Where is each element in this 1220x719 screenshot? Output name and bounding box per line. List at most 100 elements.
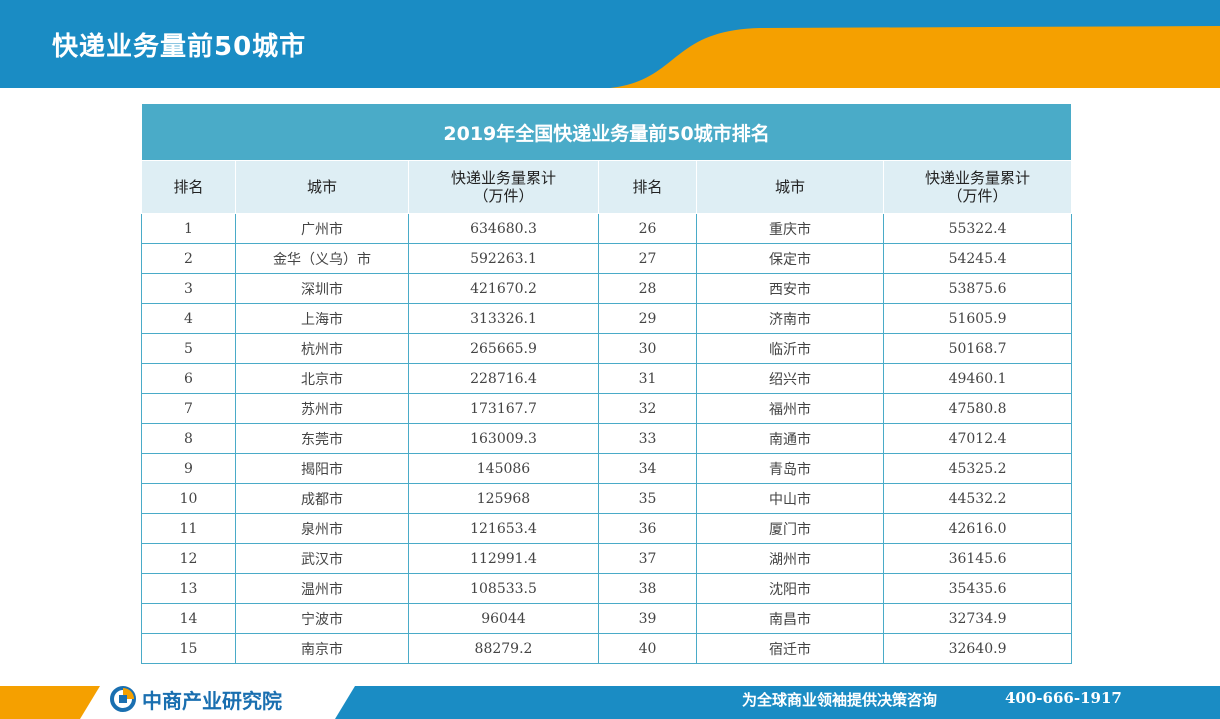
volume-cell: 49460.1 [882,363,1073,394]
city-cell: 厦门市 [696,513,884,544]
rank-cell: 10 [141,483,236,514]
city-cell: 宁波市 [235,603,409,634]
company-logo: 中商产业研究院 [110,686,282,713]
volume-cell: 45325.2 [882,453,1073,484]
rank-cell: 8 [141,423,236,454]
table-row: 4 上海市 313326.1 29 济南市 51605.9 [141,303,1073,334]
city-cell: 沈阳市 [696,573,884,604]
city-cell: 湖州市 [696,543,884,574]
volume-cell: 51605.9 [882,303,1073,334]
volume-cell: 265665.9 [408,333,599,364]
volume-cell: 55322.4 [882,213,1073,244]
city-cell: 保定市 [696,243,884,274]
table-row: 15 南京市 88279.2 40 宿迁市 32640.9 [141,633,1073,664]
footer-phone: 400-666-1917 [1005,689,1122,707]
rank-cell: 29 [598,303,697,334]
rank-cell: 27 [598,243,697,274]
rank-cell: 12 [141,543,236,574]
city-cell: 南京市 [235,633,409,664]
header-rank-left: 排名 [141,160,236,214]
volume-cell: 112991.4 [408,543,599,574]
table-row: 12 武汉市 112991.4 37 湖州市 36145.6 [141,543,1073,574]
city-cell: 杭州市 [235,333,409,364]
volume-cell: 32640.9 [882,633,1073,664]
table-row: 11 泉州市 121653.4 36 厦门市 42616.0 [141,513,1073,544]
volume-cell: 44532.2 [882,483,1073,514]
city-cell: 泉州市 [235,513,409,544]
table-row: 1 广州市 634680.3 26 重庆市 55322.4 [141,213,1073,244]
rank-cell: 39 [598,603,697,634]
city-cell: 广州市 [235,213,409,244]
header-volume-right: 快递业务量累计 （万件） [882,160,1073,214]
city-cell: 北京市 [235,363,409,394]
table-body: 1 广州市 634680.3 26 重庆市 55322.4 2 金华（义乌）市 592263.1… [141,213,1073,664]
rank-cell: 2 [141,243,236,274]
rank-cell: 38 [598,573,697,604]
logo-text: 中商产业研究院 [142,688,282,713]
city-cell: 南昌市 [696,603,884,634]
city-cell: 绍兴市 [696,363,884,394]
volume-cell: 54245.4 [882,243,1073,274]
rank-cell: 34 [598,453,697,484]
volume-cell: 228716.4 [408,363,599,394]
volume-cell: 108533.5 [408,573,599,604]
volume-cell: 50168.7 [882,333,1073,364]
table-row: 5 杭州市 265665.9 30 临沂市 50168.7 [141,333,1073,364]
city-cell: 温州市 [235,573,409,604]
city-cell: 济南市 [696,303,884,334]
rank-cell: 32 [598,393,697,424]
table-row: 13 温州市 108533.5 38 沈阳市 35435.6 [141,573,1073,604]
logo-mark-icon [110,686,136,712]
rank-cell: 31 [598,363,697,394]
volume-cell: 125968 [408,483,599,514]
city-cell: 临沂市 [696,333,884,364]
volume-cell: 592263.1 [408,243,599,274]
rank-cell: 37 [598,543,697,574]
rank-cell: 36 [598,513,697,544]
rank-cell: 3 [141,273,236,304]
rank-cell: 7 [141,393,236,424]
footer-banner [0,686,1220,719]
table-row: 6 北京市 228716.4 31 绍兴市 49460.1 [141,363,1073,394]
rank-cell: 30 [598,333,697,364]
header-volume-right-line2: （万件） [947,187,1008,205]
rank-cell: 35 [598,483,697,514]
footer-background [0,686,1220,719]
header-banner: 快递业务量前50城市 [0,0,1220,88]
city-cell: 宿迁市 [696,633,884,664]
table-row: 10 成都市 125968 35 中山市 44532.2 [141,483,1073,514]
volume-cell: 121653.4 [408,513,599,544]
table-row: 8 东莞市 163009.3 33 南通市 47012.4 [141,423,1073,454]
volume-cell: 47580.8 [882,393,1073,424]
rank-cell: 26 [598,213,697,244]
city-cell: 揭阳市 [235,453,409,484]
page-title: 快递业务量前50城市 [52,32,307,62]
rank-cell: 11 [141,513,236,544]
table-row: 9 揭阳市 145086 34 青岛市 45325.2 [141,453,1073,484]
city-cell: 成都市 [235,483,409,514]
volume-cell: 163009.3 [408,423,599,454]
city-cell: 南通市 [696,423,884,454]
footer-slogan: 为全球商业领袖提供决策咨询 [742,691,938,709]
header-volume-left: 快递业务量累计 （万件） [408,160,599,214]
table-row: 14 宁波市 96044 39 南昌市 32734.9 [141,603,1073,634]
rank-cell: 5 [141,333,236,364]
rank-cell: 4 [141,303,236,334]
header-background [0,0,1220,88]
volume-cell: 96044 [408,603,599,634]
rank-cell: 15 [141,633,236,664]
volume-cell: 35435.6 [882,573,1073,604]
table-row: 2 金华（义乌）市 592263.1 27 保定市 54245.4 [141,243,1073,274]
rank-cell: 40 [598,633,697,664]
city-cell: 武汉市 [235,543,409,574]
rank-cell: 9 [141,453,236,484]
city-cell: 西安市 [696,273,884,304]
volume-cell: 145086 [408,453,599,484]
header-city-left: 城市 [235,160,409,214]
volume-cell: 32734.9 [882,603,1073,634]
city-cell: 重庆市 [696,213,884,244]
city-cell: 东莞市 [235,423,409,454]
volume-cell: 173167.7 [408,393,599,424]
volume-cell: 313326.1 [408,303,599,334]
rank-cell: 13 [141,573,236,604]
